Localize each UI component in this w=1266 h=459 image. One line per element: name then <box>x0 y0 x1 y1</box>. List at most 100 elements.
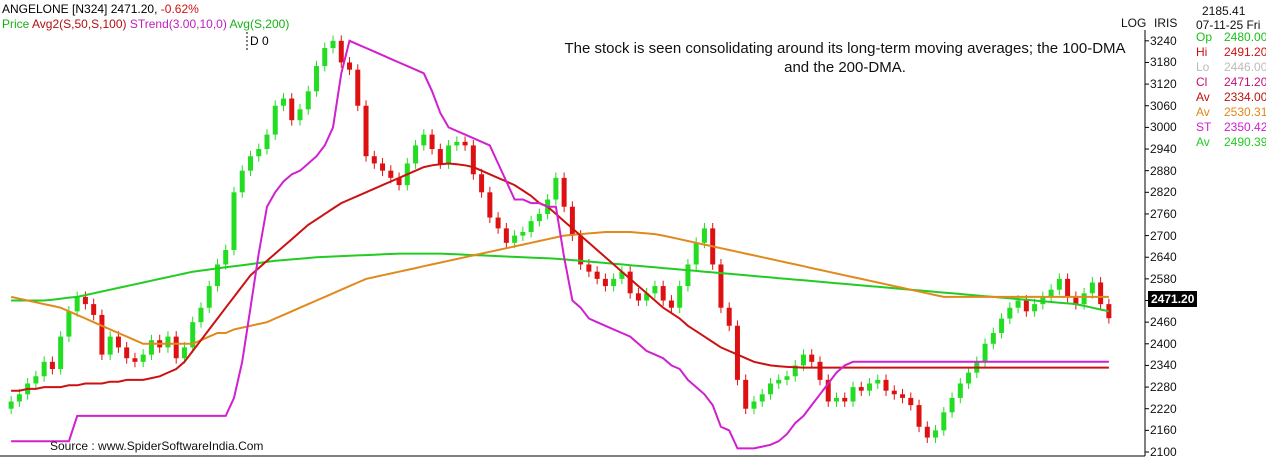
legend-value: 2334.00 <box>1224 90 1266 104</box>
candle-body <box>701 228 707 243</box>
legend-label: Hi <box>1196 45 1208 59</box>
candle-body <box>446 145 452 164</box>
legend-row: Av 2334.00 <box>1196 90 1266 105</box>
symbol-label: ANGELONE [N324] <box>2 2 108 16</box>
candle-body <box>957 383 963 398</box>
iris-toggle[interactable]: IRIS <box>1154 16 1178 30</box>
y-tick-label: 2400 <box>1150 336 1177 351</box>
candle-body <box>124 347 130 359</box>
candle-body <box>198 307 204 323</box>
candle-body <box>594 271 600 279</box>
y-tick-label: 3240 <box>1150 33 1177 48</box>
candle-body <box>91 304 97 315</box>
candle-body <box>173 336 179 359</box>
candle-body <box>718 264 724 308</box>
y-tick-label: 2820 <box>1150 185 1177 200</box>
candle-body <box>850 387 856 402</box>
candle-body <box>916 405 922 427</box>
y-tick-label: 2640 <box>1150 250 1177 265</box>
legend-label: Av <box>1196 90 1210 104</box>
candle-body <box>330 40 336 49</box>
candle-body <box>1007 307 1013 319</box>
candle-body <box>586 264 592 272</box>
candle-body <box>1065 278 1071 297</box>
y-tick-label: 3060 <box>1150 98 1177 113</box>
candle-body <box>8 401 14 409</box>
candle-body <box>281 98 286 106</box>
legend-row: Av 2530.31 <box>1196 105 1266 120</box>
y-tick-label: 2760 <box>1150 206 1177 221</box>
candle-body <box>1048 289 1054 297</box>
candle-body <box>561 177 567 207</box>
avg50-line <box>11 162 1109 392</box>
candle-body <box>578 235 584 265</box>
candle-body <box>949 397 955 413</box>
candle-body <box>776 379 782 384</box>
candle-body <box>825 379 831 402</box>
candle-body <box>908 397 914 406</box>
legend-value: 2530.31 <box>1224 105 1266 119</box>
candle-body <box>536 213 542 222</box>
indicator-avg2[interactable]: Avg2(S,50,S,100) <box>32 17 127 31</box>
candle-body <box>512 235 518 243</box>
legend-value: 2491.20 <box>1224 45 1266 59</box>
strend-line <box>11 39 1109 450</box>
legend-row: Lo 2446.00 <box>1196 60 1266 75</box>
candle-body <box>842 397 848 402</box>
candle-body <box>677 286 683 308</box>
legend-label: Op <box>1196 30 1213 44</box>
candle-body <box>834 397 839 402</box>
candle-body <box>297 109 303 121</box>
y-tick-label: 2220 <box>1150 401 1177 416</box>
legend-row: Op 2480.00 <box>1196 30 1266 45</box>
candle-body <box>429 134 435 150</box>
legend-label: Av <box>1196 135 1210 149</box>
candle-body <box>619 271 625 279</box>
indicator-strend[interactable]: STrend(3.00,10,0) <box>129 17 227 31</box>
y-tick-label: 2280 <box>1150 380 1177 395</box>
candle-body <box>520 231 526 236</box>
cursor-date: 07-11-25 Fri <box>1196 18 1261 32</box>
candle-body <box>413 145 419 164</box>
candle-body <box>767 383 773 395</box>
y-tick-label: 2880 <box>1150 163 1177 178</box>
y-tick-label: 2340 <box>1150 358 1177 373</box>
indicator-avg200[interactable]: Avg(S,200) <box>229 17 290 31</box>
candle-body <box>33 376 39 384</box>
candle-body <box>966 372 972 384</box>
candle-body <box>148 340 154 355</box>
candle-body <box>569 206 575 236</box>
candle-body <box>867 383 873 391</box>
last-price-tag: 2471.20 <box>1148 291 1198 307</box>
legend-value: 2350.42 <box>1224 120 1266 134</box>
candle-body <box>941 412 947 431</box>
candle-body <box>990 332 996 344</box>
candle-body <box>107 336 113 355</box>
candle-body <box>214 264 220 287</box>
candle-body <box>503 228 509 243</box>
candle-body <box>726 307 732 326</box>
log-toggle[interactable]: LOG <box>1121 16 1147 30</box>
candle-body <box>553 177 559 200</box>
chart-annotation: The stock is seen consolidating around i… <box>564 40 1126 76</box>
candle-body <box>206 286 212 308</box>
candle-body <box>470 145 476 175</box>
y-tick-label: 2940 <box>1150 142 1177 157</box>
candle-body <box>1089 282 1095 294</box>
change-pct: -0.62% <box>160 2 199 16</box>
candle-body <box>247 156 253 171</box>
indicator-price[interactable]: Price <box>2 17 30 31</box>
candle-body <box>371 156 377 164</box>
candle-body <box>181 347 187 359</box>
candle-body <box>41 361 47 377</box>
candle-body <box>380 163 386 171</box>
candle-body <box>272 105 278 135</box>
candle-body <box>800 354 806 366</box>
candle-body <box>223 250 229 265</box>
y-tick-label: 2700 <box>1150 228 1177 243</box>
candle-body <box>602 278 608 287</box>
y-tick-label: 3180 <box>1150 55 1177 70</box>
candle-body <box>784 376 790 380</box>
candle-body <box>190 322 196 348</box>
